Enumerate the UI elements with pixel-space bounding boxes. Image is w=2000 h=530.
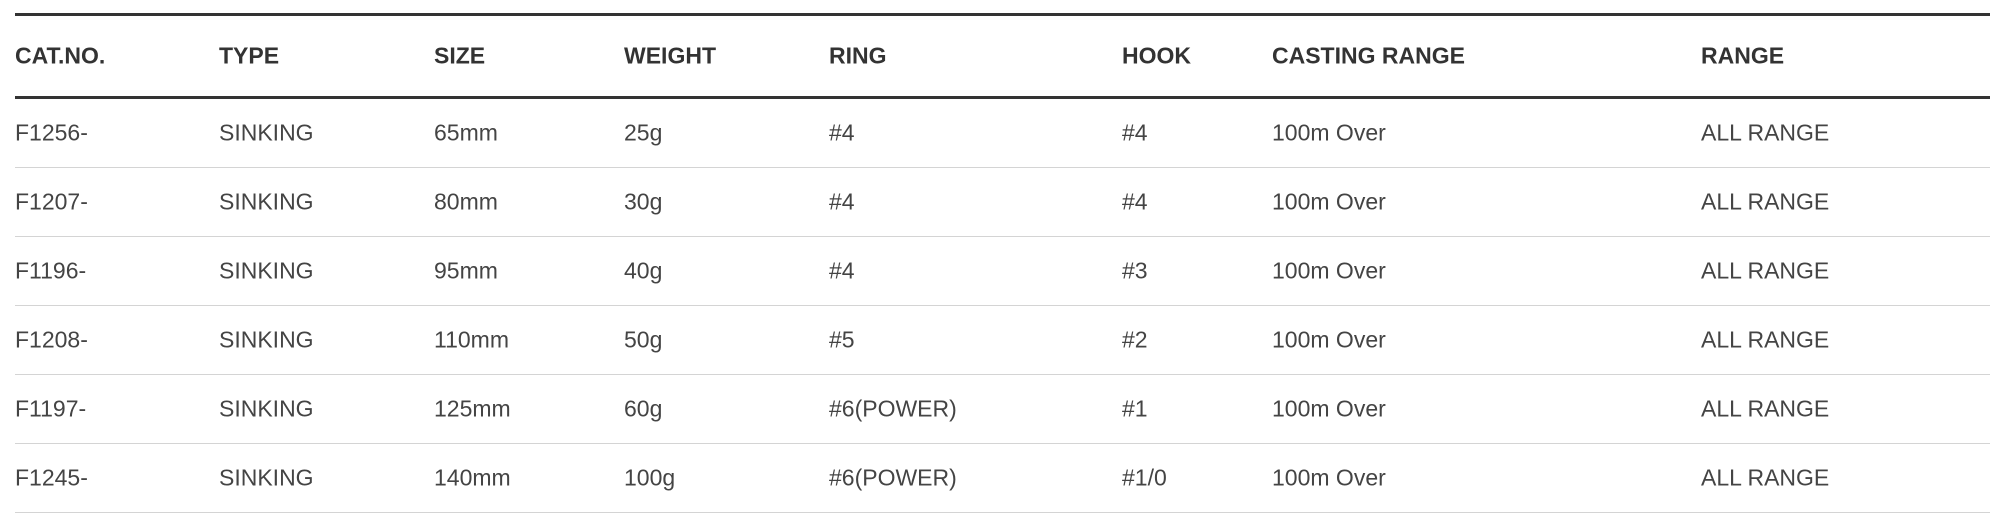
column-header: HOOK: [1122, 42, 1191, 69]
table-cell: #1: [1122, 395, 1148, 422]
table-cell: 95mm: [434, 257, 498, 284]
table-cell: SINKING: [219, 257, 314, 284]
table-top-rule: [15, 13, 1990, 16]
table-cell: #5: [829, 326, 855, 353]
spec-table: CAT.NO. TYPE SIZE WEIGHT RING HOOK CASTING RAN…: [15, 13, 1990, 513]
table-cell: #3: [1122, 257, 1148, 284]
table-cell: 50g: [624, 326, 663, 353]
table-cell: #4: [1122, 188, 1148, 215]
table-cell: 80mm: [434, 188, 498, 215]
table-cell: ALL RANGE: [1701, 464, 1830, 491]
table-cell: 125mm: [434, 395, 511, 422]
column-header: WEIGHT: [624, 42, 716, 69]
table-cell: 100m Over: [1272, 464, 1386, 491]
column-header: RANGE: [1701, 42, 1785, 69]
table-row: F1197- SINKING 125mm 60g #6(POWER) #1 100m Ove…: [15, 375, 1990, 444]
table-row: F1207- SINKING 80mm 30g #4 #4 100m Over ALL RAN…: [15, 168, 1990, 237]
table-cell: F1208-: [15, 326, 88, 353]
table-cell: F1256-: [15, 119, 88, 146]
table-cell: SINKING: [219, 326, 314, 353]
table-cell: #4: [829, 119, 855, 146]
table-cell: ALL RANGE: [1701, 326, 1830, 353]
table-cell: 110mm: [434, 326, 509, 353]
table-cell: F1245-: [15, 464, 88, 491]
table-cell: 30g: [624, 188, 663, 215]
table-cell: #2: [1122, 326, 1148, 353]
table-cell: 100g: [624, 464, 676, 491]
table-cell: 100m Over: [1272, 395, 1386, 422]
column-header: CASTING RANGE: [1272, 42, 1465, 69]
table-cell: SINKING: [219, 119, 314, 146]
table-cell: 140mm: [434, 464, 511, 491]
table-cell: ALL RANGE: [1701, 119, 1830, 146]
table-cell: 100m Over: [1272, 188, 1386, 215]
table-cell: #6(POWER): [829, 395, 957, 422]
table-cell: ALL RANGE: [1701, 257, 1830, 284]
table-cell: #6(POWER): [829, 464, 957, 491]
table-cell: 40g: [624, 257, 663, 284]
table-cell: 100m Over: [1272, 119, 1386, 146]
table-cell: F1207-: [15, 188, 88, 215]
table-row: F1208- SINKING 110mm 50g #5 #2 100m Over ALL RA…: [15, 306, 1990, 375]
table-row: F1196- SINKING 95mm 40g #4 #3 100m Over ALL RAN…: [15, 237, 1990, 306]
table-cell: #4: [829, 257, 855, 284]
table-cell: SINKING: [219, 395, 314, 422]
table-cell: 100m Over: [1272, 257, 1386, 284]
column-header: RING: [829, 42, 887, 69]
table-cell: ALL RANGE: [1701, 395, 1830, 422]
column-header: SIZE: [434, 42, 486, 69]
table-body: F1256- SINKING 65mm 25g #4 #4 100m Over ALL RAN…: [15, 99, 1990, 513]
table-cell: 60g: [624, 395, 663, 422]
table-cell: F1197-: [15, 395, 87, 422]
table-cell: #1/0: [1122, 464, 1167, 491]
table-cell: ALL RANGE: [1701, 188, 1830, 215]
table-row: F1256- SINKING 65mm 25g #4 #4 100m Over ALL RAN…: [15, 99, 1990, 168]
table-cell: 65mm: [434, 119, 498, 146]
table-cell: #4: [829, 188, 855, 215]
table-cell: SINKING: [219, 188, 314, 215]
table-row: F1245- SINKING 140mm 100g #6(POWER) #1/0 100m …: [15, 444, 1990, 513]
table-cell: 100m Over: [1272, 326, 1386, 353]
table-cell: SINKING: [219, 464, 314, 491]
table-header-row: CAT.NO. TYPE SIZE WEIGHT RING HOOK CASTING RAN…: [15, 16, 1990, 99]
table-cell: #4: [1122, 119, 1148, 146]
table-cell: 25g: [624, 119, 663, 146]
table-cell: F1196-: [15, 257, 87, 284]
column-header: CAT.NO.: [15, 42, 106, 69]
column-header: TYPE: [219, 42, 280, 69]
